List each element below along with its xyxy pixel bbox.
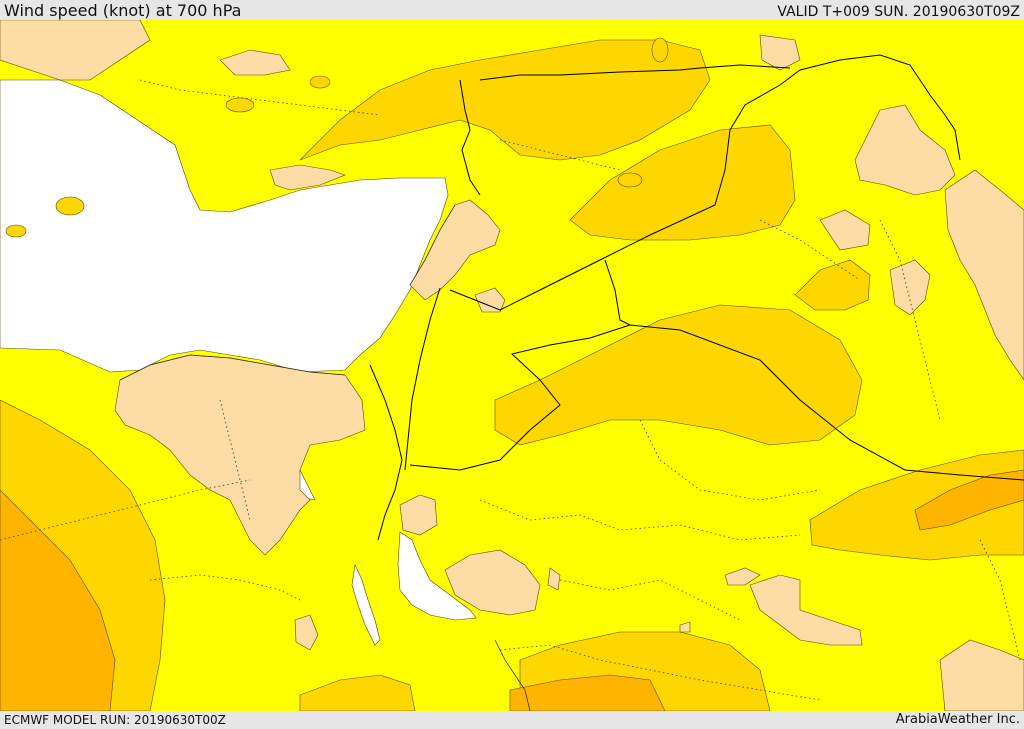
header-bar (0, 0, 1024, 20)
country-borders (369, 54, 1024, 541)
red-sea-blank (397, 531, 477, 621)
footer-bar (0, 711, 1024, 729)
band-mid-islands (5, 37, 669, 238)
wind-speed-map (0, 20, 1024, 711)
coastlines (119, 204, 531, 711)
mediterranean-blank (0, 79, 449, 373)
model-run-label: ECMWF MODEL RUN: 20190630T00Z (4, 713, 226, 727)
band-calm (0, 20, 1024, 711)
province-lines (0, 79, 1021, 701)
red-sea-strip (351, 563, 381, 646)
band-high (0, 469, 1024, 711)
map-title: Wind speed (knot) at 700 hPa (4, 1, 242, 20)
valid-time: VALID T+009 SUN. 20190630T09Z (777, 4, 1020, 20)
credit-label: ArabiaWeather Inc. (895, 712, 1020, 727)
